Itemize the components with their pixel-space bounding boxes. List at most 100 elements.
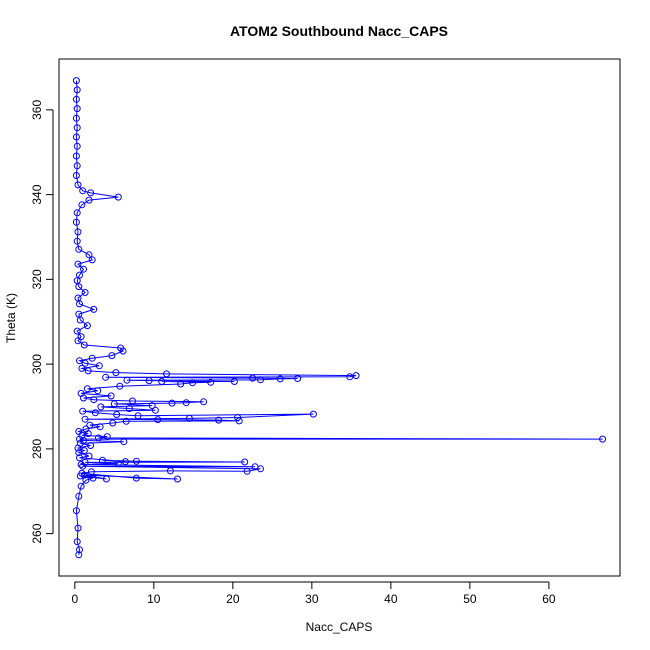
- y-tick-label: 340: [30, 184, 44, 204]
- data-point: [112, 369, 120, 377]
- data-point: [75, 492, 83, 500]
- data-point: [80, 341, 88, 349]
- data-point: [90, 305, 98, 313]
- x-tick-label: 50: [463, 592, 477, 606]
- data-point: [78, 469, 86, 477]
- data-point: [352, 372, 360, 380]
- y-tick-label: 300: [30, 354, 44, 374]
- x-tick-label: 0: [71, 592, 78, 606]
- data-point: [121, 458, 129, 466]
- data-point: [207, 378, 215, 386]
- data-point: [108, 352, 116, 360]
- data-point: [74, 294, 82, 302]
- data-point: [73, 124, 81, 132]
- data-point: [134, 412, 142, 420]
- data-point: [85, 196, 93, 204]
- data-point: [235, 417, 243, 425]
- data-point: [80, 447, 88, 455]
- data-point: [154, 416, 162, 424]
- data-point: [91, 409, 99, 417]
- data-point: [114, 460, 122, 468]
- data-point: [72, 133, 80, 141]
- data-point: [97, 403, 105, 411]
- data-point: [122, 417, 130, 425]
- data-point: [276, 375, 284, 383]
- data-point: [99, 456, 106, 464]
- data-point: [132, 474, 140, 482]
- data-point: [94, 387, 102, 395]
- data-point: [158, 378, 166, 385]
- data-point: [113, 411, 121, 418]
- data-point: [73, 237, 81, 245]
- data-point: [80, 265, 87, 273]
- data-point: [76, 454, 83, 462]
- data-point: [81, 415, 89, 423]
- data-point: [107, 392, 115, 400]
- data-point: [87, 468, 95, 476]
- data-point: [72, 95, 80, 103]
- data-point: [148, 402, 156, 410]
- x-tick-label: 10: [147, 592, 161, 606]
- data-point: [86, 421, 94, 429]
- data-point: [294, 375, 302, 382]
- data-point: [95, 434, 102, 442]
- data-point: [75, 310, 83, 318]
- data-point: [87, 442, 95, 449]
- data-point: [79, 187, 87, 195]
- data-point: [75, 428, 83, 435]
- data-point: [81, 359, 89, 367]
- y-tick-label: 260: [30, 523, 44, 543]
- data-point: [243, 467, 251, 475]
- data-point: [89, 474, 97, 482]
- data-point: [151, 406, 159, 414]
- data-point: [74, 524, 82, 532]
- data-point: [215, 416, 223, 424]
- data-point: [163, 370, 170, 378]
- data-point: [84, 367, 92, 375]
- data-point: [77, 333, 85, 341]
- data-point: [114, 193, 122, 201]
- data-point: [230, 378, 238, 385]
- data-point: [73, 86, 81, 94]
- data-point: [145, 377, 153, 385]
- x-tick-label: 20: [226, 592, 240, 606]
- data-point: [109, 419, 117, 427]
- data-point: [116, 382, 124, 390]
- data-point: [249, 374, 257, 382]
- data-point: [73, 142, 81, 150]
- data-point: [96, 423, 104, 431]
- data-point: [72, 172, 80, 179]
- series-points: [72, 77, 607, 559]
- data-point: [90, 396, 98, 404]
- data-point: [87, 189, 95, 197]
- data-point: [77, 461, 85, 468]
- data-point: [72, 152, 80, 160]
- data-point: [73, 209, 81, 217]
- data-point: [168, 399, 176, 407]
- y-tick-label: 360: [30, 100, 44, 120]
- data-point: [102, 475, 110, 483]
- data-point: [251, 463, 259, 471]
- data-point: [75, 551, 83, 559]
- x-axis-label: Nacc_CAPS: [306, 620, 373, 634]
- data-point: [73, 327, 81, 335]
- data-point: [234, 414, 242, 421]
- y-tick-label: 280: [30, 439, 44, 459]
- data-point: [82, 425, 90, 433]
- y-tick-label: 320: [30, 269, 44, 289]
- y-axis-label: Theta (K): [4, 293, 18, 343]
- data-point: [74, 260, 82, 268]
- data-point: [102, 373, 110, 381]
- data-point: [346, 373, 354, 381]
- data-point: [174, 475, 181, 483]
- data-point: [110, 400, 118, 408]
- data-point: [79, 462, 87, 470]
- x-tick-label: 30: [305, 592, 319, 606]
- data-point: [185, 414, 193, 422]
- data-point: [117, 344, 125, 352]
- data-point: [257, 376, 264, 384]
- data-point: [78, 364, 86, 372]
- data-point: [85, 251, 93, 259]
- series-line: [75, 80, 603, 555]
